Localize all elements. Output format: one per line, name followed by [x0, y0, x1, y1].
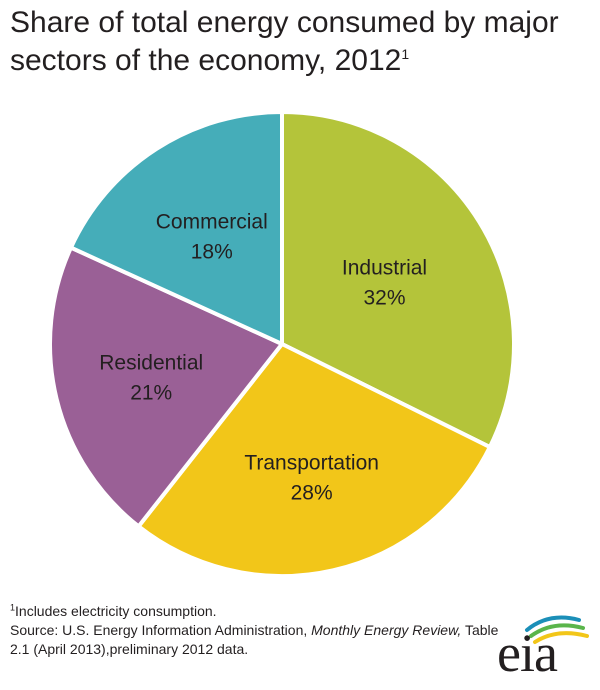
chart-title: Share of total energy consumed by major … [10, 4, 595, 80]
chart-title-superscript: 1 [401, 46, 410, 62]
slice-label-commercial: Commercial [156, 211, 268, 234]
pie-slice-residential [48, 245, 284, 529]
chart-title-text: Share of total energy consumed by major … [10, 6, 559, 77]
pie-slice-transportation [136, 342, 492, 578]
source-suffix: Table 2.1 (April 2013),preliminary 2012 … [10, 622, 499, 657]
logo-swoosh-icon [525, 615, 589, 644]
source-italic: Monthly Energy Review, [311, 622, 462, 638]
slice-value-transportation: 28% [291, 481, 333, 504]
slice-value-residential: 21% [130, 382, 172, 405]
footnote-note-text: Includes electricity consumption. [15, 603, 217, 619]
source-line: Source: U.S. Energy Information Administ… [10, 621, 500, 659]
slice-label-residential: Residential [99, 352, 203, 375]
eia-logo: eia [497, 608, 593, 684]
pie-slice-commercial [68, 110, 284, 346]
slice-value-industrial: 32% [363, 286, 405, 309]
logo-text: eia [497, 623, 558, 683]
pie-slice-industrial [280, 110, 516, 450]
footnote: 1Includes electricity consumption. Sourc… [10, 602, 500, 659]
footnote-note: 1Includes electricity consumption. [10, 602, 500, 621]
footnote-marker: 1 [10, 602, 16, 613]
pie-chart: Industrial 32% Transportation 28% Residentia… [48, 110, 516, 578]
slice-value-commercial: 18% [191, 241, 233, 264]
slice-label-industrial: Industrial [342, 256, 427, 279]
slice-label-transportation: Transportation [244, 451, 379, 474]
source-prefix: Source: U.S. Energy Information Administ… [10, 622, 312, 638]
